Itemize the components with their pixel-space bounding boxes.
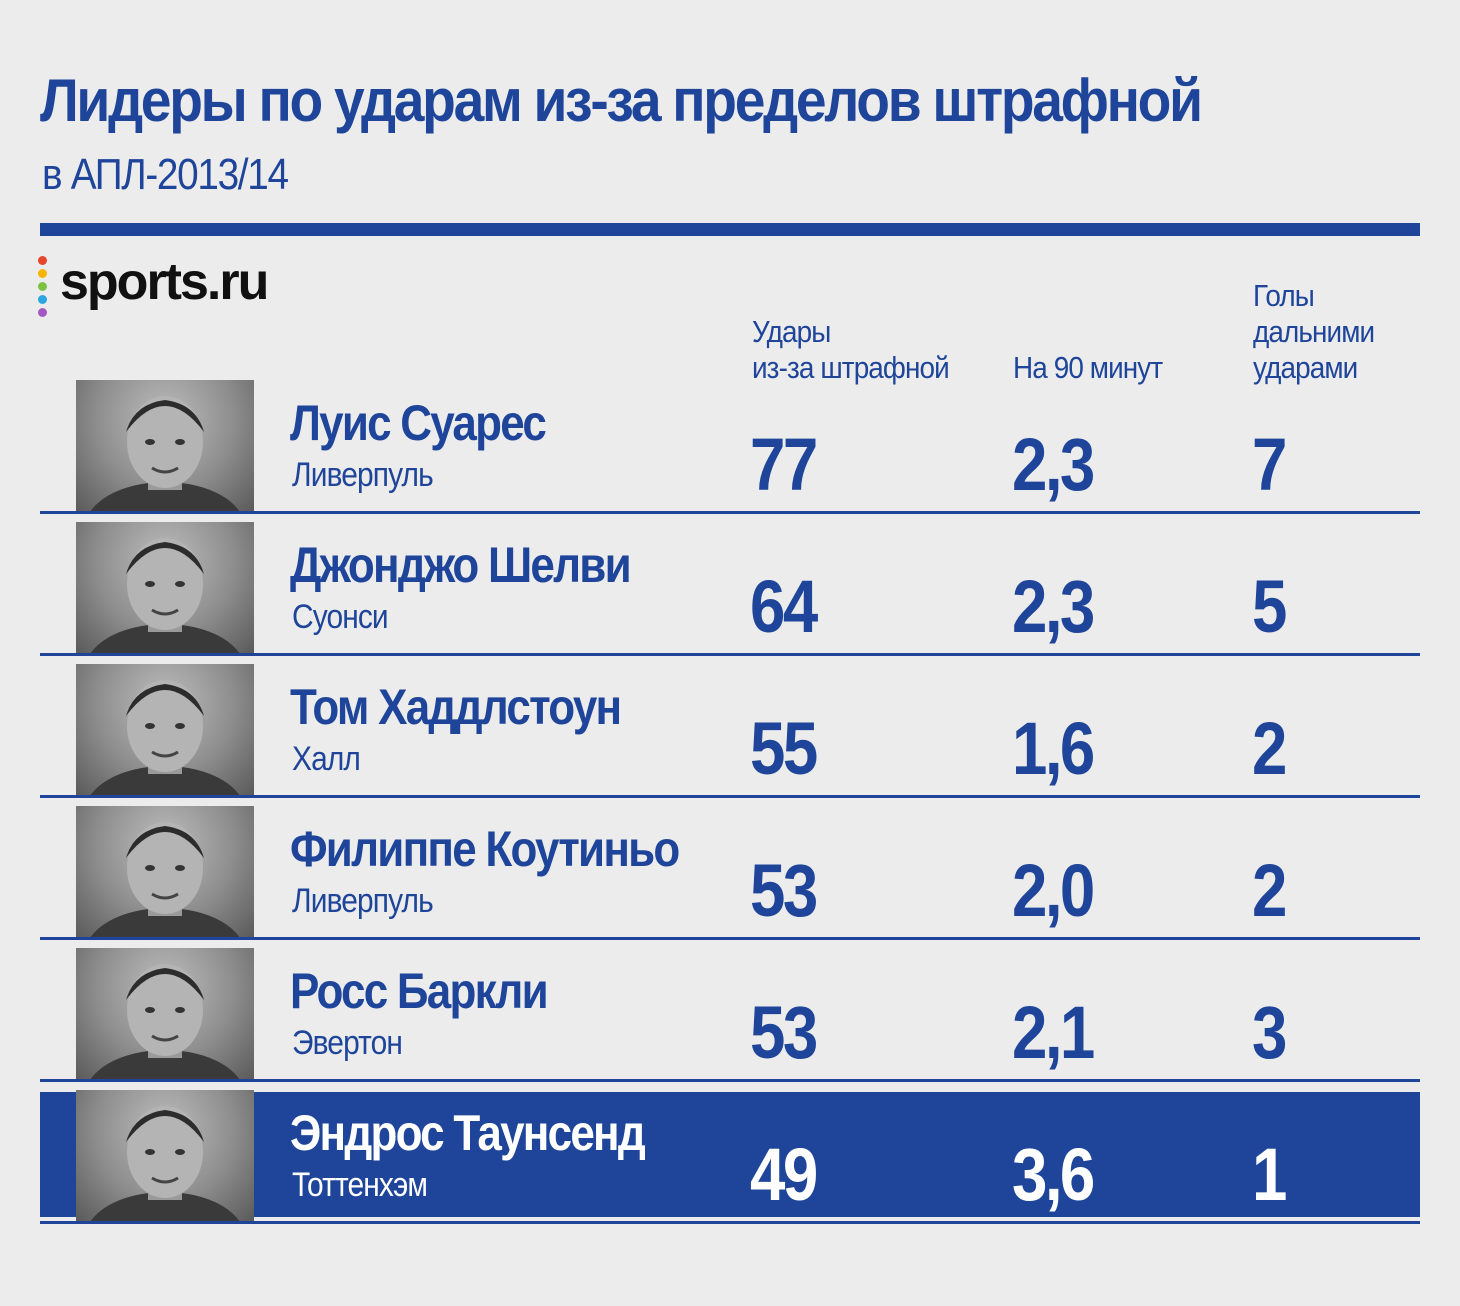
value-shots: 77 bbox=[750, 423, 818, 506]
player-photo bbox=[76, 806, 254, 937]
table-row: Том Хаддлстоун Халл 55 1,6 2 bbox=[40, 656, 1420, 798]
value-goals: 2 bbox=[1252, 707, 1287, 790]
chart-title: Лидеры по ударам из-за пределов штрафной bbox=[40, 67, 1203, 134]
value-goals: 7 bbox=[1252, 423, 1287, 506]
highlight-background bbox=[40, 1092, 1420, 1217]
chart-subtitle: в АПЛ-2013/14 bbox=[42, 150, 289, 199]
value-goals: 1 bbox=[1252, 1133, 1287, 1216]
player-name: Росс Баркли bbox=[290, 963, 549, 1019]
value-per90: 2,0 bbox=[1012, 849, 1095, 932]
player-club: Ливерпуль bbox=[292, 456, 434, 494]
player-club: Тоттенхэм bbox=[292, 1166, 428, 1204]
value-shots: 49 bbox=[750, 1133, 818, 1216]
row-divider bbox=[40, 511, 1420, 514]
column-header-line: ударами bbox=[1253, 350, 1358, 385]
logo-dot bbox=[38, 295, 47, 304]
player-photo bbox=[76, 664, 254, 795]
value-per90: 1,6 bbox=[1012, 707, 1095, 790]
value-per90: 2,1 bbox=[1012, 991, 1095, 1074]
player-photo bbox=[76, 522, 254, 653]
value-shots: 53 bbox=[750, 991, 818, 1074]
row-divider bbox=[40, 795, 1420, 798]
player-name: Филиппе Коутиньо bbox=[290, 821, 680, 877]
value-per90: 3,6 bbox=[1012, 1133, 1095, 1216]
column-header-shots: Удары из-за штрафной bbox=[752, 314, 950, 386]
value-goals: 5 bbox=[1252, 565, 1287, 648]
value-per90: 2,3 bbox=[1012, 423, 1095, 506]
value-goals: 3 bbox=[1252, 991, 1287, 1074]
value-shots: 53 bbox=[750, 849, 818, 932]
player-name: Луис Суарес bbox=[290, 395, 547, 451]
player-name: Эндрос Таунсенд bbox=[290, 1105, 646, 1161]
column-header-line: дальними bbox=[1253, 314, 1375, 349]
row-divider bbox=[40, 1079, 1420, 1082]
row-divider bbox=[40, 1221, 1420, 1224]
column-header-line: Удары bbox=[752, 314, 831, 349]
table-row: Росс Баркли Эвертон 53 2,1 3 bbox=[40, 940, 1420, 1082]
player-club: Суонси bbox=[292, 598, 389, 636]
value-goals: 2 bbox=[1252, 849, 1287, 932]
row-divider bbox=[40, 937, 1420, 940]
player-name: Джонджо Шелви bbox=[290, 537, 632, 593]
column-header-line: из-за штрафной bbox=[752, 350, 950, 385]
logo-text: sports.ru bbox=[60, 253, 269, 311]
player-club: Ливерпуль bbox=[292, 882, 434, 920]
column-header-line: На 90 минут bbox=[1013, 350, 1163, 385]
logo-dot bbox=[38, 256, 47, 265]
logo-dots-icon bbox=[38, 256, 48, 321]
logo-dot bbox=[38, 269, 47, 278]
row-divider bbox=[40, 653, 1420, 656]
header-divider bbox=[40, 223, 1420, 236]
column-header-goals: Голы дальними ударами bbox=[1253, 278, 1375, 386]
table-row: Луис Суарес Ливерпуль 77 2,3 7 bbox=[40, 372, 1420, 514]
value-shots: 55 bbox=[750, 707, 818, 790]
player-photo bbox=[76, 1090, 254, 1221]
logo-dot bbox=[38, 308, 47, 317]
table-row: Эндрос Таунсенд Тоттенхэм 49 3,6 1 bbox=[40, 1082, 1420, 1224]
table-row: Джонджо Шелви Суонси 64 2,3 5 bbox=[40, 514, 1420, 656]
value-shots: 64 bbox=[750, 565, 818, 648]
column-header-per90: На 90 минут bbox=[1013, 350, 1163, 386]
table-row: Филиппе Коутиньо Ливерпуль 53 2,0 2 bbox=[40, 798, 1420, 940]
column-header-line: Голы bbox=[1253, 278, 1315, 313]
player-club: Халл bbox=[292, 740, 361, 778]
logo-dot bbox=[38, 282, 47, 291]
player-club: Эвертон bbox=[292, 1024, 403, 1062]
value-per90: 2,3 bbox=[1012, 565, 1095, 648]
player-photo bbox=[76, 380, 254, 511]
player-photo bbox=[76, 948, 254, 1079]
player-name: Том Хаддлстоун bbox=[290, 679, 622, 735]
